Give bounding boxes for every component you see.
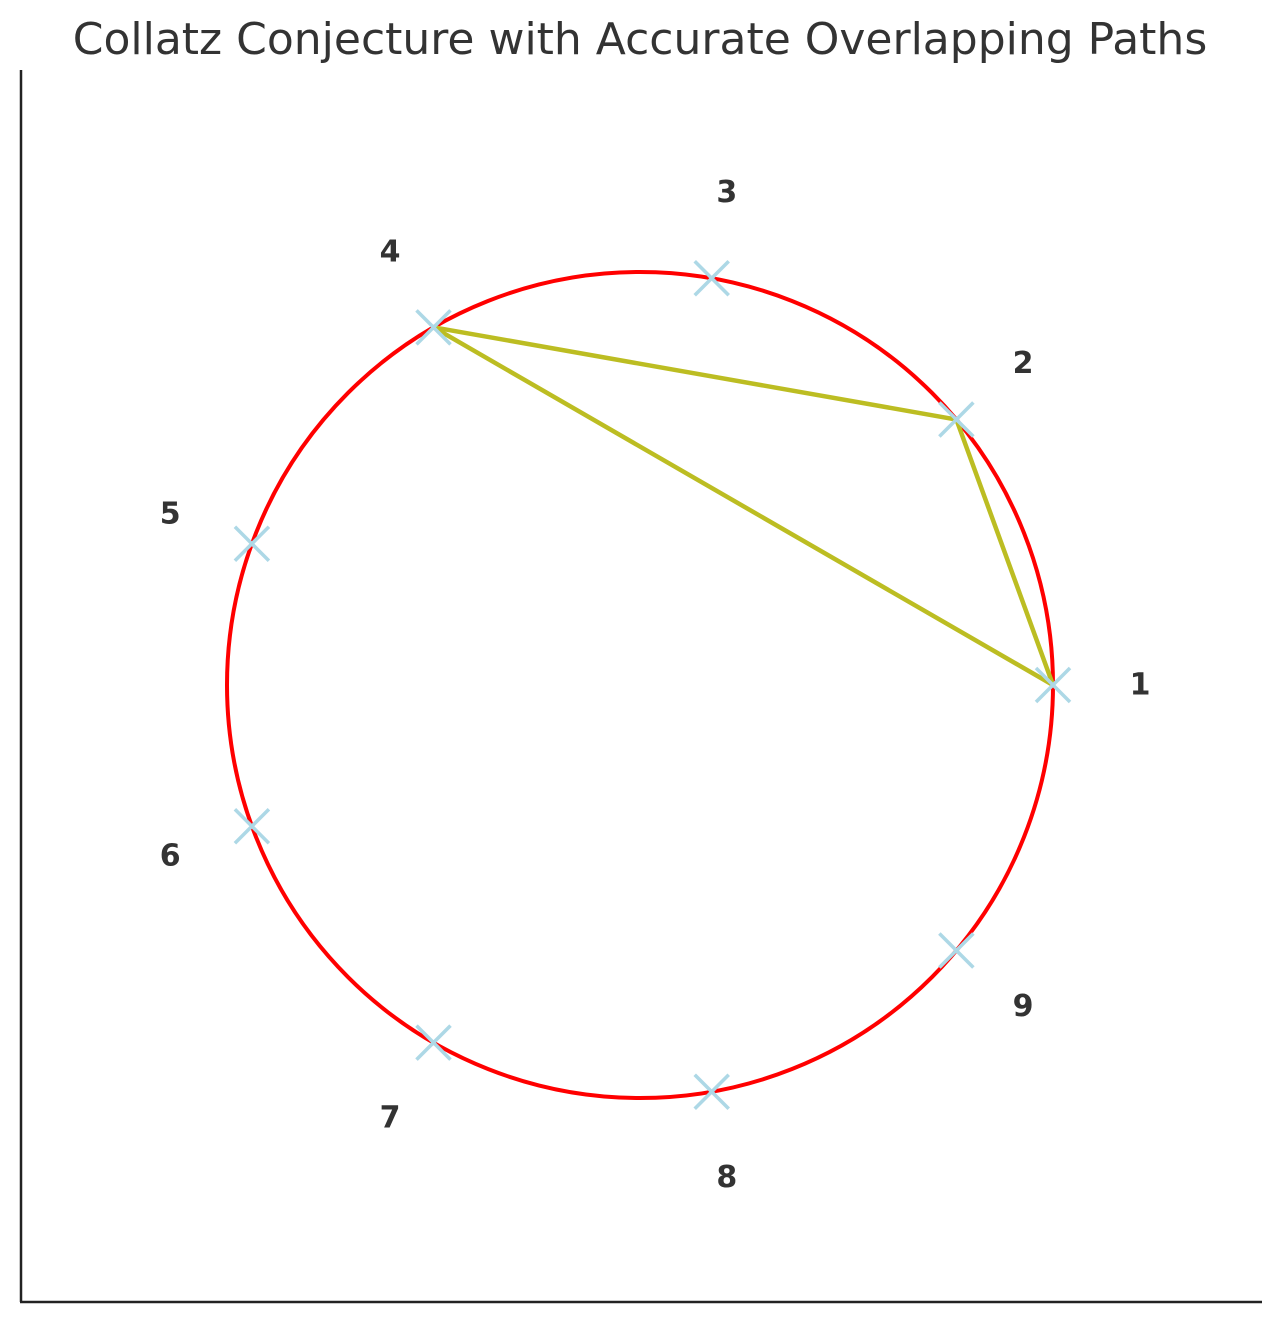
node-marker-9-stroke-b: [938, 932, 975, 969]
node-label-2: 2: [1013, 346, 1034, 381]
circle-layer: [225, 270, 1055, 1100]
node-label-6: 6: [160, 839, 181, 874]
markers-layer: [233, 260, 1072, 1110]
collatz-path-2-to-1: [954, 417, 1056, 688]
axes: [19, 70, 1262, 1304]
node-label-5: 5: [160, 496, 181, 531]
node-marker-3-stroke-b: [693, 260, 730, 297]
node-marker-7: [415, 1024, 452, 1061]
collatz-path-4-to-2: [431, 325, 959, 422]
node-marker-7-stroke-b: [415, 1024, 452, 1061]
node-marker-1: [1034, 666, 1072, 704]
node-label-1: 1: [1130, 668, 1151, 703]
node-marker-6-stroke-b: [233, 808, 271, 845]
labels-layer: 1 2 3 4 5 6 7 8 9: [160, 175, 1151, 1195]
node-marker-6: [233, 808, 271, 845]
node-label-3: 3: [716, 175, 737, 210]
node-marker-1-stroke-b: [1034, 666, 1072, 704]
paths-layer: [431, 325, 1056, 688]
node-marker-5: [233, 525, 271, 562]
node-marker-8-stroke-b: [693, 1073, 730, 1110]
unit-circle: [225, 270, 1055, 1100]
node-marker-5-stroke-b: [233, 525, 271, 562]
node-marker-2: [938, 401, 975, 438]
node-label-8: 8: [716, 1160, 737, 1195]
node-label-4: 4: [380, 234, 401, 269]
node-marker-9: [938, 932, 975, 969]
node-marker-3: [693, 260, 730, 297]
node-marker-4: [415, 309, 452, 346]
node-marker-8: [693, 1073, 730, 1110]
collatz-path-1-to-4: [431, 325, 1056, 688]
node-label-7: 7: [380, 1101, 401, 1136]
chart-title: Collatz Conjecture with Accurate Overlap…: [72, 14, 1208, 65]
node-label-9: 9: [1013, 989, 1034, 1024]
node-marker-4-stroke-b: [415, 309, 452, 346]
node-marker-2-stroke-b: [938, 401, 975, 438]
